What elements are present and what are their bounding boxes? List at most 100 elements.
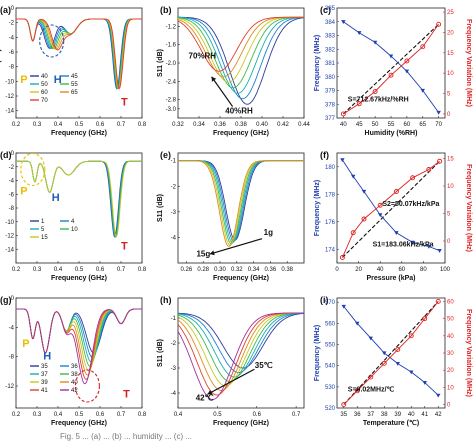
y-tick-label: -2 — [171, 184, 177, 190]
panel-label: (e) — [160, 150, 171, 160]
y-right-axis-label: Frequency Variation (MHz) — [465, 19, 472, 107]
legend-label: 35 — [41, 364, 48, 370]
y-tick-label: -6 — [9, 192, 15, 198]
highlight-circle — [20, 152, 46, 187]
y-right-axis-label: Frequency Variation (MHz) — [465, 309, 472, 397]
y-left-axis-label: Frequency (MHz) — [314, 180, 321, 236]
annotation-label: 1g — [264, 228, 273, 237]
y-right-tick-label: 10 — [447, 71, 454, 77]
y-tick-label: -6 — [9, 50, 15, 56]
y-left-tick-label: 570 — [325, 300, 336, 306]
y-tick-label: 0 — [11, 6, 15, 12]
sensitivity-annotation-2: S2=50.07kHz/kPa — [382, 201, 439, 208]
frequency-point — [410, 240, 415, 245]
y-left-tick-label: 180 — [325, 165, 336, 171]
y-tick-label: -4 — [171, 391, 177, 397]
legend-label: 38 — [71, 372, 78, 378]
caption: Fig. 5 ... (a) ... (b) ... humidity ... … — [60, 432, 193, 441]
y-tick-label: -1 — [171, 159, 177, 165]
x-tick-label: 35 — [340, 412, 347, 418]
sensitivity-annotation: S=712.67kHz/%RH — [348, 97, 409, 104]
y-tick-label: -8 — [9, 355, 15, 361]
frequency-point — [388, 54, 394, 59]
legend-label: 42 — [71, 388, 78, 394]
x-tick-label: 0.26 — [181, 267, 193, 273]
y-axis-label: S11 (dB) — [157, 194, 164, 222]
frequency-point — [420, 88, 425, 93]
x-tick-label: 60 — [404, 122, 411, 128]
y-left-tick-label: 378 — [325, 102, 336, 108]
variation-point — [377, 202, 383, 208]
y-tick-label: -14 — [5, 109, 14, 115]
x-axis-label: Frequency (GHz) — [213, 130, 269, 137]
series-line-3 — [177, 312, 304, 378]
highlight-circle — [74, 369, 100, 403]
y-tick-label: -12 — [5, 234, 14, 240]
y-right-tick-label: 30 — [447, 351, 454, 357]
trend-arrow — [209, 238, 263, 255]
x-tick-label: 40 — [377, 267, 384, 273]
y-tick-label: 0 — [11, 296, 15, 302]
y-left-tick-label: 383 — [325, 34, 336, 40]
y-axis-label: S11 — [0, 347, 2, 359]
x-tick-label: 0.36 — [265, 267, 277, 273]
panel-f: (f) 0 20 40 60 80 100 174 176 178 180 0 5 10 15 Pressur… — [314, 150, 472, 282]
series-line-7 — [177, 16, 304, 72]
trend-arrow — [207, 368, 255, 395]
y-tick-label: -12 — [5, 94, 14, 100]
variation-point — [435, 298, 441, 304]
x-axis-label: Humidity (%RH) — [365, 130, 418, 137]
variation-point — [393, 189, 399, 194]
legend-label: 40 — [71, 380, 78, 386]
y-tick-label: -2.4 — [166, 79, 177, 85]
x-tick-label: 0.5 — [75, 267, 84, 273]
series-line-7 — [177, 312, 304, 396]
x-tick-label: 0.34 — [248, 267, 260, 273]
variation-point — [410, 175, 416, 181]
y-axis-label: S11 (dB) — [0, 49, 2, 77]
x-tick-label: 0.4 — [54, 267, 63, 273]
x-axis-label: Pressure (kPa) — [366, 275, 415, 282]
series-line-5 — [177, 312, 304, 387]
x-tick-label: 50 — [372, 122, 379, 128]
x-tick-label: 100 — [440, 267, 451, 273]
y-axis-label: S11 — [0, 202, 2, 214]
y-tick-label: -1.6 — [166, 43, 177, 49]
y-right-tick-label: 0 — [447, 112, 451, 118]
x-tick-label: 0.6 — [253, 412, 262, 418]
y-tick-label: -2 — [9, 165, 15, 171]
y-left-tick-label: 176 — [325, 220, 336, 226]
x-axis-label: Frequency (GHz) — [51, 275, 107, 282]
panel-d: (d) 0.2 0.3 0.4 0.5 0.6 0.7 0.8 0 -2 -4 -6 -8 -10 -12 -… — [0, 150, 147, 282]
x-tick-label: 0.3 — [33, 122, 42, 128]
legend-label: 4 — [71, 219, 75, 225]
series-line-4 — [16, 160, 142, 238]
annotation-label: T — [121, 97, 128, 109]
annotation-label: P — [20, 74, 27, 86]
series-line-5 — [178, 160, 304, 246]
variation-series-line — [343, 301, 439, 405]
y-left-tick-label: 384 — [325, 20, 336, 26]
x-tick-label: 0.6 — [96, 122, 105, 128]
annotation-label: T — [121, 240, 128, 252]
y-tick-label: -4 — [9, 325, 15, 331]
y-tick-label: -4 — [9, 35, 15, 41]
frequency-point — [437, 249, 442, 253]
frequency-point — [422, 381, 427, 385]
y-axis-label: S11 (dB) — [157, 339, 164, 367]
series-line-4 — [177, 16, 304, 89]
frequency-series-line — [343, 306, 439, 396]
variation-point — [426, 167, 432, 172]
frequency-point — [361, 189, 367, 194]
x-tick-label: 0.2 — [12, 267, 21, 273]
variation-point — [339, 255, 345, 260]
trend-arrowhead — [211, 76, 217, 82]
x-tick-label: 0.36 — [214, 122, 226, 128]
frequency-point — [341, 304, 346, 309]
x-tick-label: 0.32 — [172, 122, 184, 128]
series-line-2 — [178, 16, 304, 100]
y-tick-label: -3.0 — [166, 107, 177, 113]
x-tick-label: 0.5 — [75, 412, 84, 418]
y-tick-label: -2.0 — [166, 61, 177, 67]
series-line-8 — [177, 312, 304, 400]
